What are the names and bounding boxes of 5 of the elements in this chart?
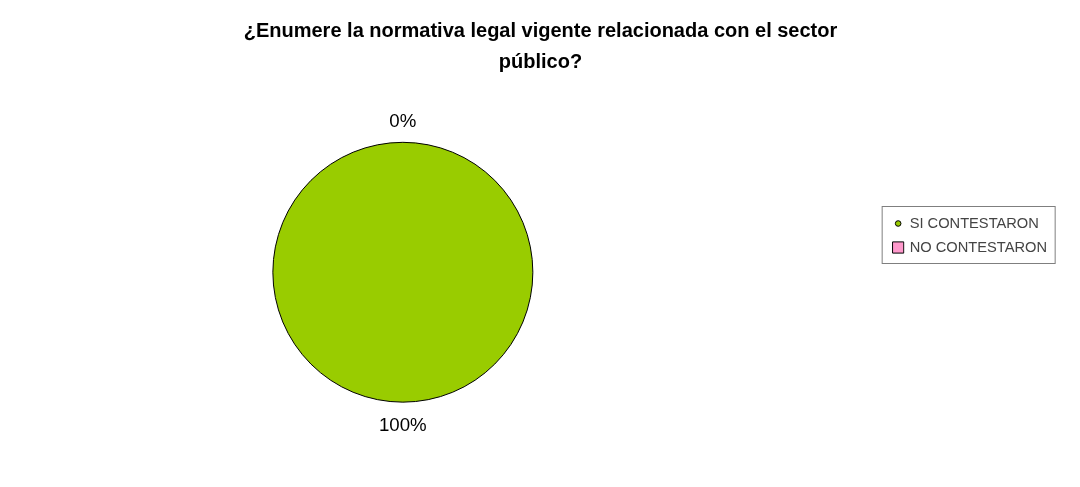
- text: 0%: [389, 109, 417, 131]
- data-label: 100%: [379, 413, 427, 435]
- chart-title: ¿Enumere la normativa legal vigente relacionada con el sector público?: [243, 19, 838, 73]
- legend-label: NO CONTESTARON: [909, 239, 1047, 255]
- legend-label: SI CONTESTARON: [909, 215, 1039, 231]
